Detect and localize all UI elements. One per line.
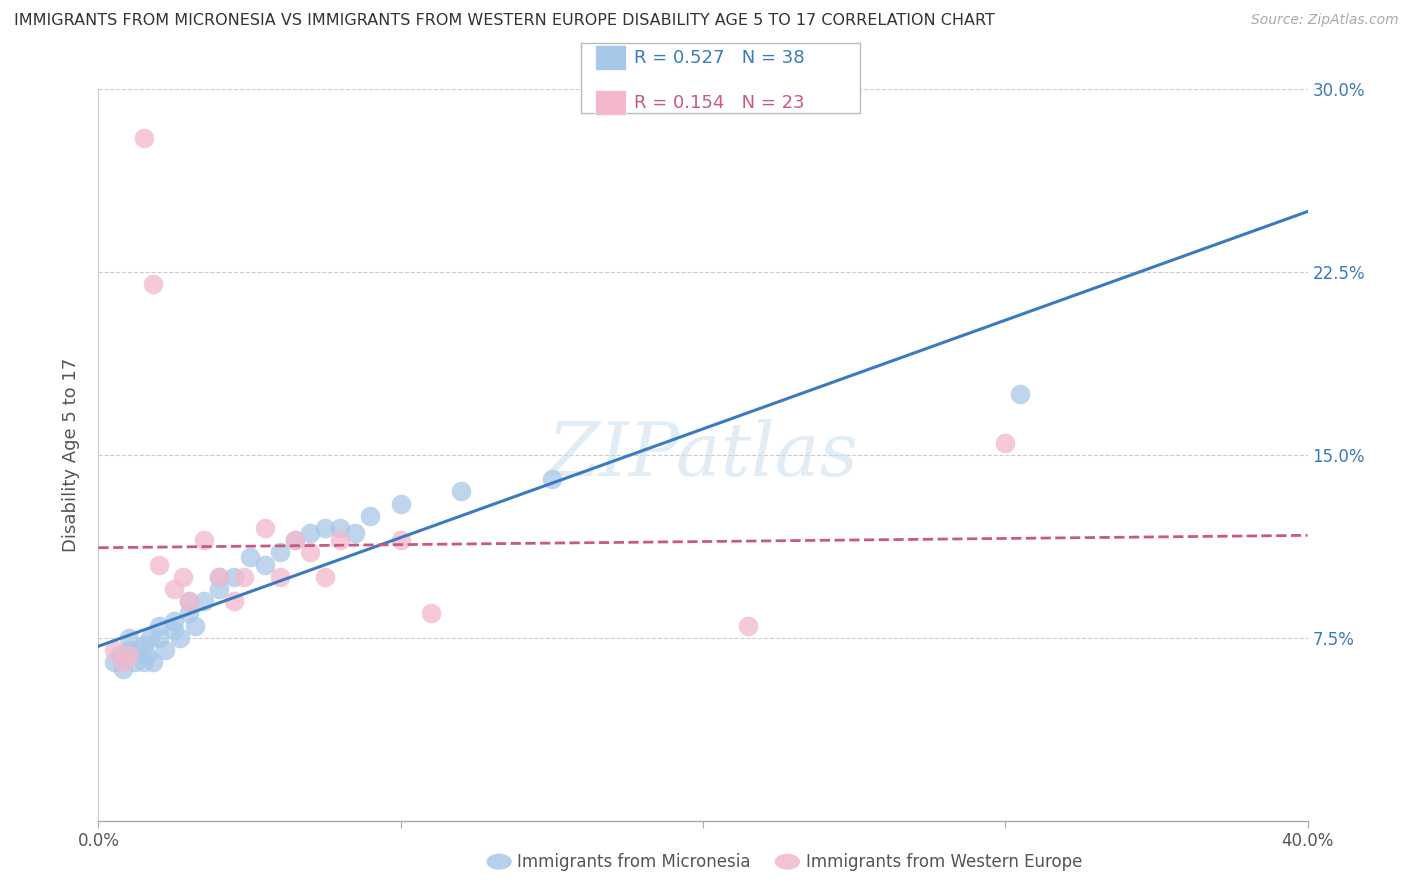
Point xyxy=(994,435,1017,450)
Point xyxy=(284,533,307,548)
Point xyxy=(389,533,412,548)
Point xyxy=(269,570,291,584)
Point xyxy=(169,631,191,645)
Point xyxy=(284,533,307,548)
Point xyxy=(108,648,131,662)
Point xyxy=(239,550,262,565)
Point xyxy=(450,484,472,499)
Text: Immigrants from Western Europe: Immigrants from Western Europe xyxy=(806,853,1083,871)
Point xyxy=(208,570,231,584)
Point xyxy=(208,582,231,596)
Text: Source: ZipAtlas.com: Source: ZipAtlas.com xyxy=(1251,13,1399,28)
Point xyxy=(148,618,170,632)
Point xyxy=(360,508,382,523)
Point xyxy=(314,570,336,584)
Point xyxy=(208,570,231,584)
Text: ZIPatlas: ZIPatlas xyxy=(547,418,859,491)
Point xyxy=(299,545,322,559)
Point xyxy=(163,582,186,596)
Point xyxy=(179,607,201,621)
Point xyxy=(179,594,201,608)
Point xyxy=(103,655,125,669)
Point xyxy=(253,558,276,572)
Point xyxy=(344,525,367,540)
Point xyxy=(172,570,194,584)
Point xyxy=(163,624,186,638)
Point xyxy=(224,570,246,584)
Point xyxy=(118,648,141,662)
Text: R = 0.154   N = 23: R = 0.154 N = 23 xyxy=(634,94,804,112)
Text: R = 0.527   N = 38: R = 0.527 N = 38 xyxy=(634,49,804,67)
Point xyxy=(253,521,276,535)
Point xyxy=(299,525,322,540)
Point xyxy=(163,614,186,628)
Point xyxy=(314,521,336,535)
Point xyxy=(1010,387,1032,401)
Point xyxy=(153,643,176,657)
Point xyxy=(737,618,759,632)
Point xyxy=(148,631,170,645)
Point xyxy=(124,655,146,669)
Point xyxy=(193,594,215,608)
Point xyxy=(118,631,141,645)
Y-axis label: Disability Age 5 to 17: Disability Age 5 to 17 xyxy=(62,358,80,552)
Point xyxy=(118,643,141,657)
Point xyxy=(132,655,155,669)
Point xyxy=(269,545,291,559)
Text: Immigrants from Micronesia: Immigrants from Micronesia xyxy=(517,853,751,871)
Point xyxy=(540,472,562,486)
Point xyxy=(179,594,201,608)
Point xyxy=(193,533,215,548)
Text: IMMIGRANTS FROM MICRONESIA VS IMMIGRANTS FROM WESTERN EUROPE DISABILITY AGE 5 TO: IMMIGRANTS FROM MICRONESIA VS IMMIGRANTS… xyxy=(14,13,995,29)
Point xyxy=(329,521,352,535)
Point xyxy=(132,131,155,145)
Point xyxy=(139,631,162,645)
Point xyxy=(142,655,165,669)
Point xyxy=(420,607,443,621)
Point xyxy=(389,497,412,511)
Point xyxy=(224,594,246,608)
Point xyxy=(127,643,149,657)
Point xyxy=(135,648,157,662)
Point xyxy=(184,618,207,632)
Point xyxy=(142,277,165,292)
Point xyxy=(111,655,134,669)
Point xyxy=(148,558,170,572)
Point xyxy=(232,570,254,584)
Point xyxy=(103,643,125,657)
Point xyxy=(132,638,155,652)
Point xyxy=(111,663,134,677)
Point xyxy=(329,533,352,548)
